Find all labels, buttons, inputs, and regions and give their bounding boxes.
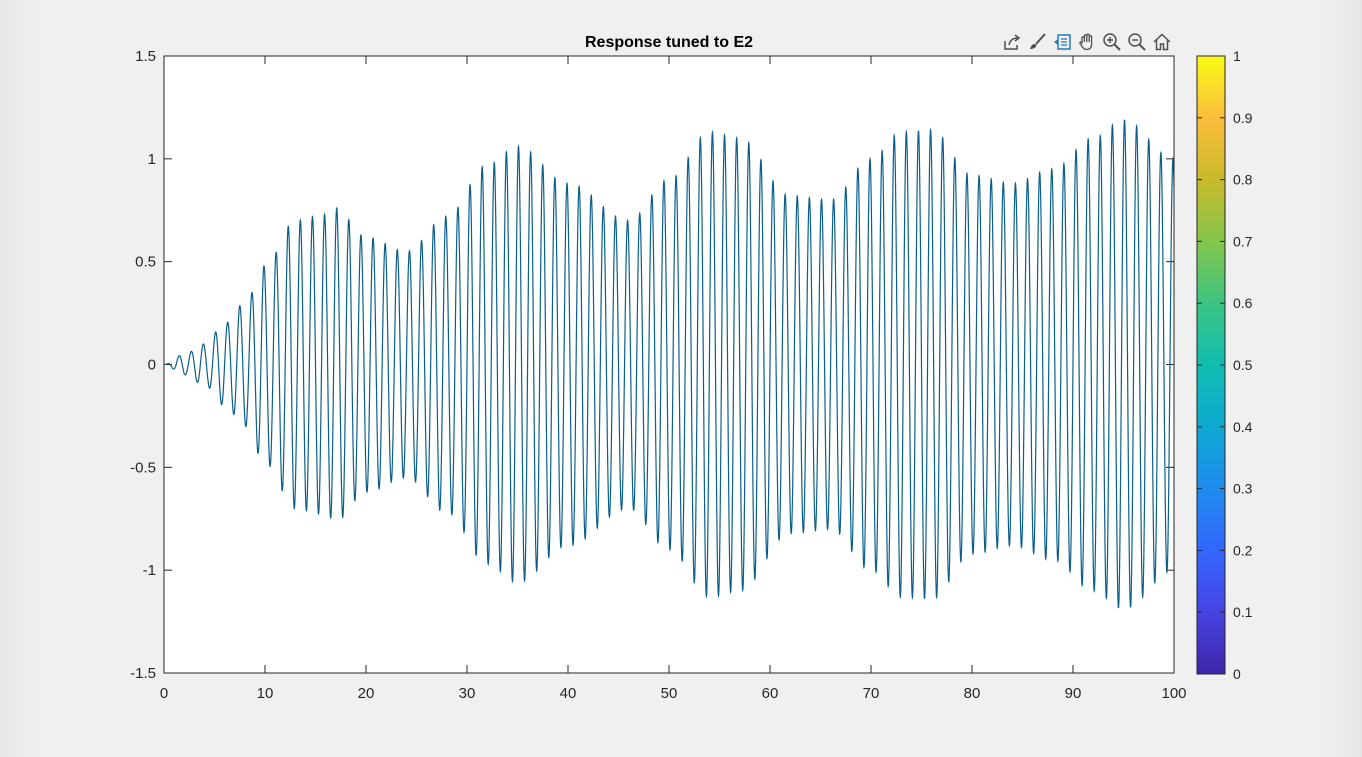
y-tick-label: -1: [143, 562, 156, 579]
brush-icon: [1029, 33, 1046, 49]
axes-toolbar: [1000, 30, 1173, 54]
colorbar-label: 0.7: [1233, 233, 1253, 249]
x-tick-label: 80: [964, 685, 981, 702]
colorbar-label: 0.8: [1233, 172, 1253, 188]
series-line: [164, 119, 1175, 609]
colorbar-label: 1: [1233, 48, 1241, 64]
home-icon: [1152, 33, 1171, 51]
colorbar-label: 0.9: [1233, 110, 1253, 126]
pan-icon: [1078, 33, 1092, 51]
plot-area[interactable]: [164, 56, 1174, 673]
colorbar-label: 0: [1233, 666, 1241, 682]
colorbar-label: 0.4: [1233, 419, 1253, 435]
x-tick-label: 20: [358, 685, 375, 702]
pan-button[interactable]: [1075, 31, 1098, 54]
colorbar-label: 0.6: [1233, 295, 1253, 311]
zoom-out-button[interactable]: [1125, 31, 1148, 54]
y-tick-label: -0.5: [130, 459, 156, 476]
datatip-button[interactable]: [1050, 31, 1073, 54]
zoom-in-button[interactable]: [1100, 31, 1123, 54]
x-tick-label: 70: [863, 685, 880, 702]
x-tick-label: 100: [1161, 685, 1186, 702]
y-tick-label: -1.5: [130, 665, 156, 682]
zoom-in-icon: [1102, 33, 1121, 51]
x-tick-label: 50: [661, 685, 678, 702]
x-tick-label: 0: [160, 685, 168, 702]
y-tick-label: 0.5: [135, 254, 156, 271]
datatip-icon: [1053, 34, 1071, 50]
zoom-out-icon: [1127, 33, 1146, 51]
colorbar-label: 0.1: [1233, 604, 1253, 620]
x-tick-label: 60: [762, 685, 779, 702]
x-tick-label: 90: [1065, 685, 1082, 702]
export-icon: [1003, 34, 1020, 50]
brush-button[interactable]: [1025, 31, 1048, 54]
x-tick-label: 10: [257, 685, 274, 702]
y-tick-label: 1.5: [135, 48, 156, 65]
home-button[interactable]: [1150, 31, 1173, 54]
y-tick-label: 1: [148, 151, 156, 168]
colorbar-label: 0.5: [1233, 357, 1253, 373]
chart-title: Response tuned to E2: [585, 34, 753, 51]
axes-box: [163, 55, 1175, 674]
x-tick-label: 30: [459, 685, 476, 702]
colorbar-label: 0.2: [1233, 542, 1253, 558]
x-tick-label: 40: [560, 685, 577, 702]
export-button[interactable]: [1000, 31, 1023, 54]
colorbar-label: 0.3: [1233, 481, 1253, 497]
y-tick-label: 0: [148, 357, 156, 374]
